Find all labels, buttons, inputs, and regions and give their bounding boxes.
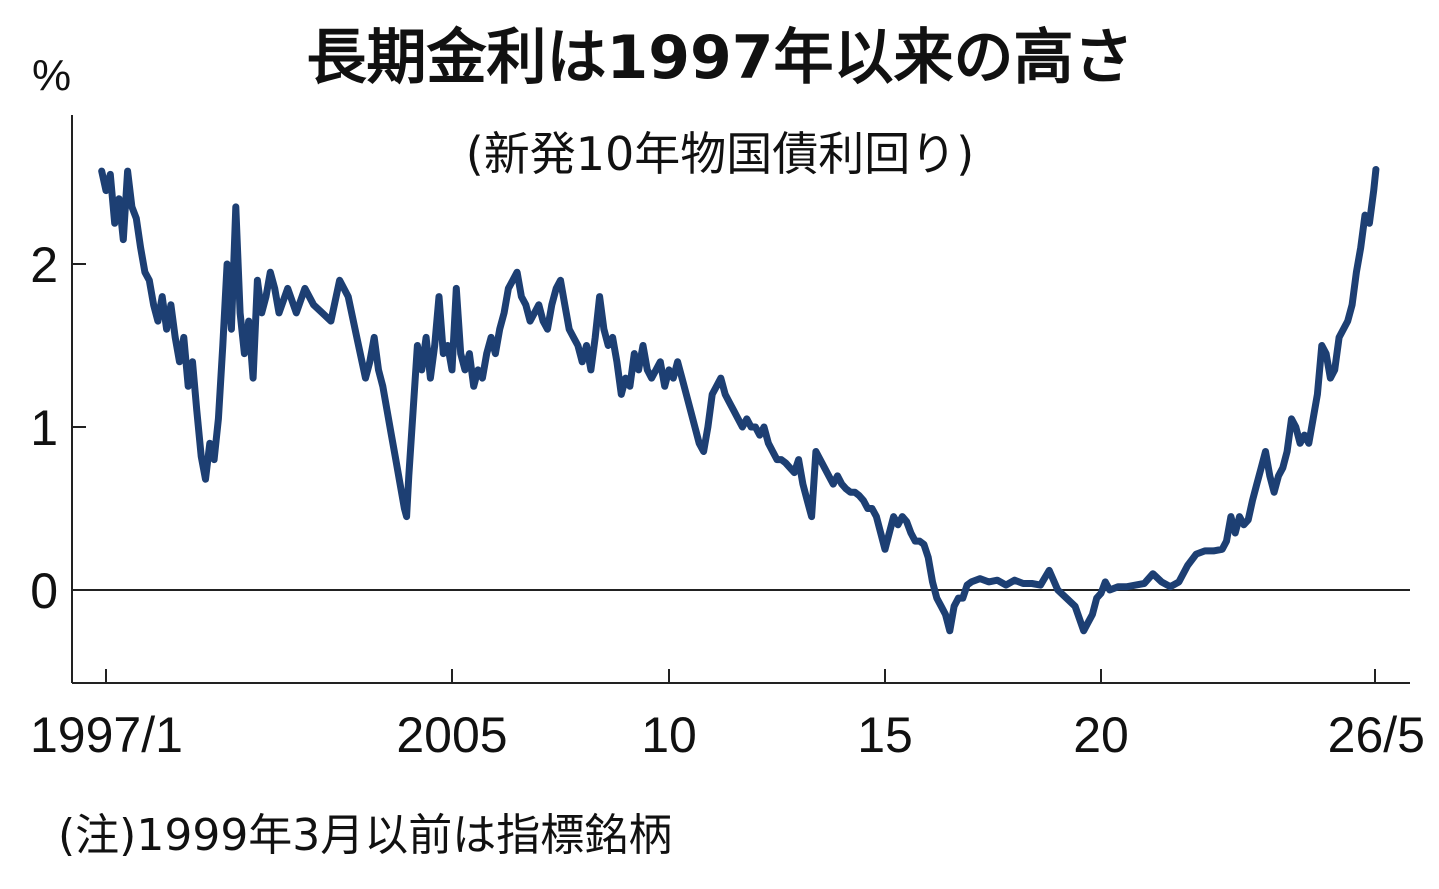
- x-tick-label: 20: [1073, 707, 1129, 763]
- series-layer: [98, 166, 1380, 635]
- x-tick-label: 1997/1: [30, 707, 183, 763]
- chart-subtitle: (新発10年物国債利回り): [466, 127, 974, 181]
- x-tick-label: 26/5: [1328, 707, 1425, 763]
- x-tick-label: 15: [857, 707, 913, 763]
- chart-note: (注)1999年3月以前は指標銘柄: [58, 810, 672, 861]
- chart-title: 長期金利は1997年以来の高さ: [307, 23, 1134, 93]
- y-tick-label: 0: [30, 563, 58, 619]
- y-unit-label: %: [32, 51, 71, 100]
- y-tick-label: 2: [30, 237, 58, 293]
- x-tick-label: 10: [641, 707, 697, 763]
- x-axis: 1997/1 2005 10 15 20 26/5: [30, 589, 1425, 763]
- y-axis: 0 1 2: [30, 115, 86, 683]
- series-line: [98, 166, 1380, 635]
- y-tick-label: 1: [30, 400, 58, 456]
- x-tick-label: 2005: [396, 707, 507, 763]
